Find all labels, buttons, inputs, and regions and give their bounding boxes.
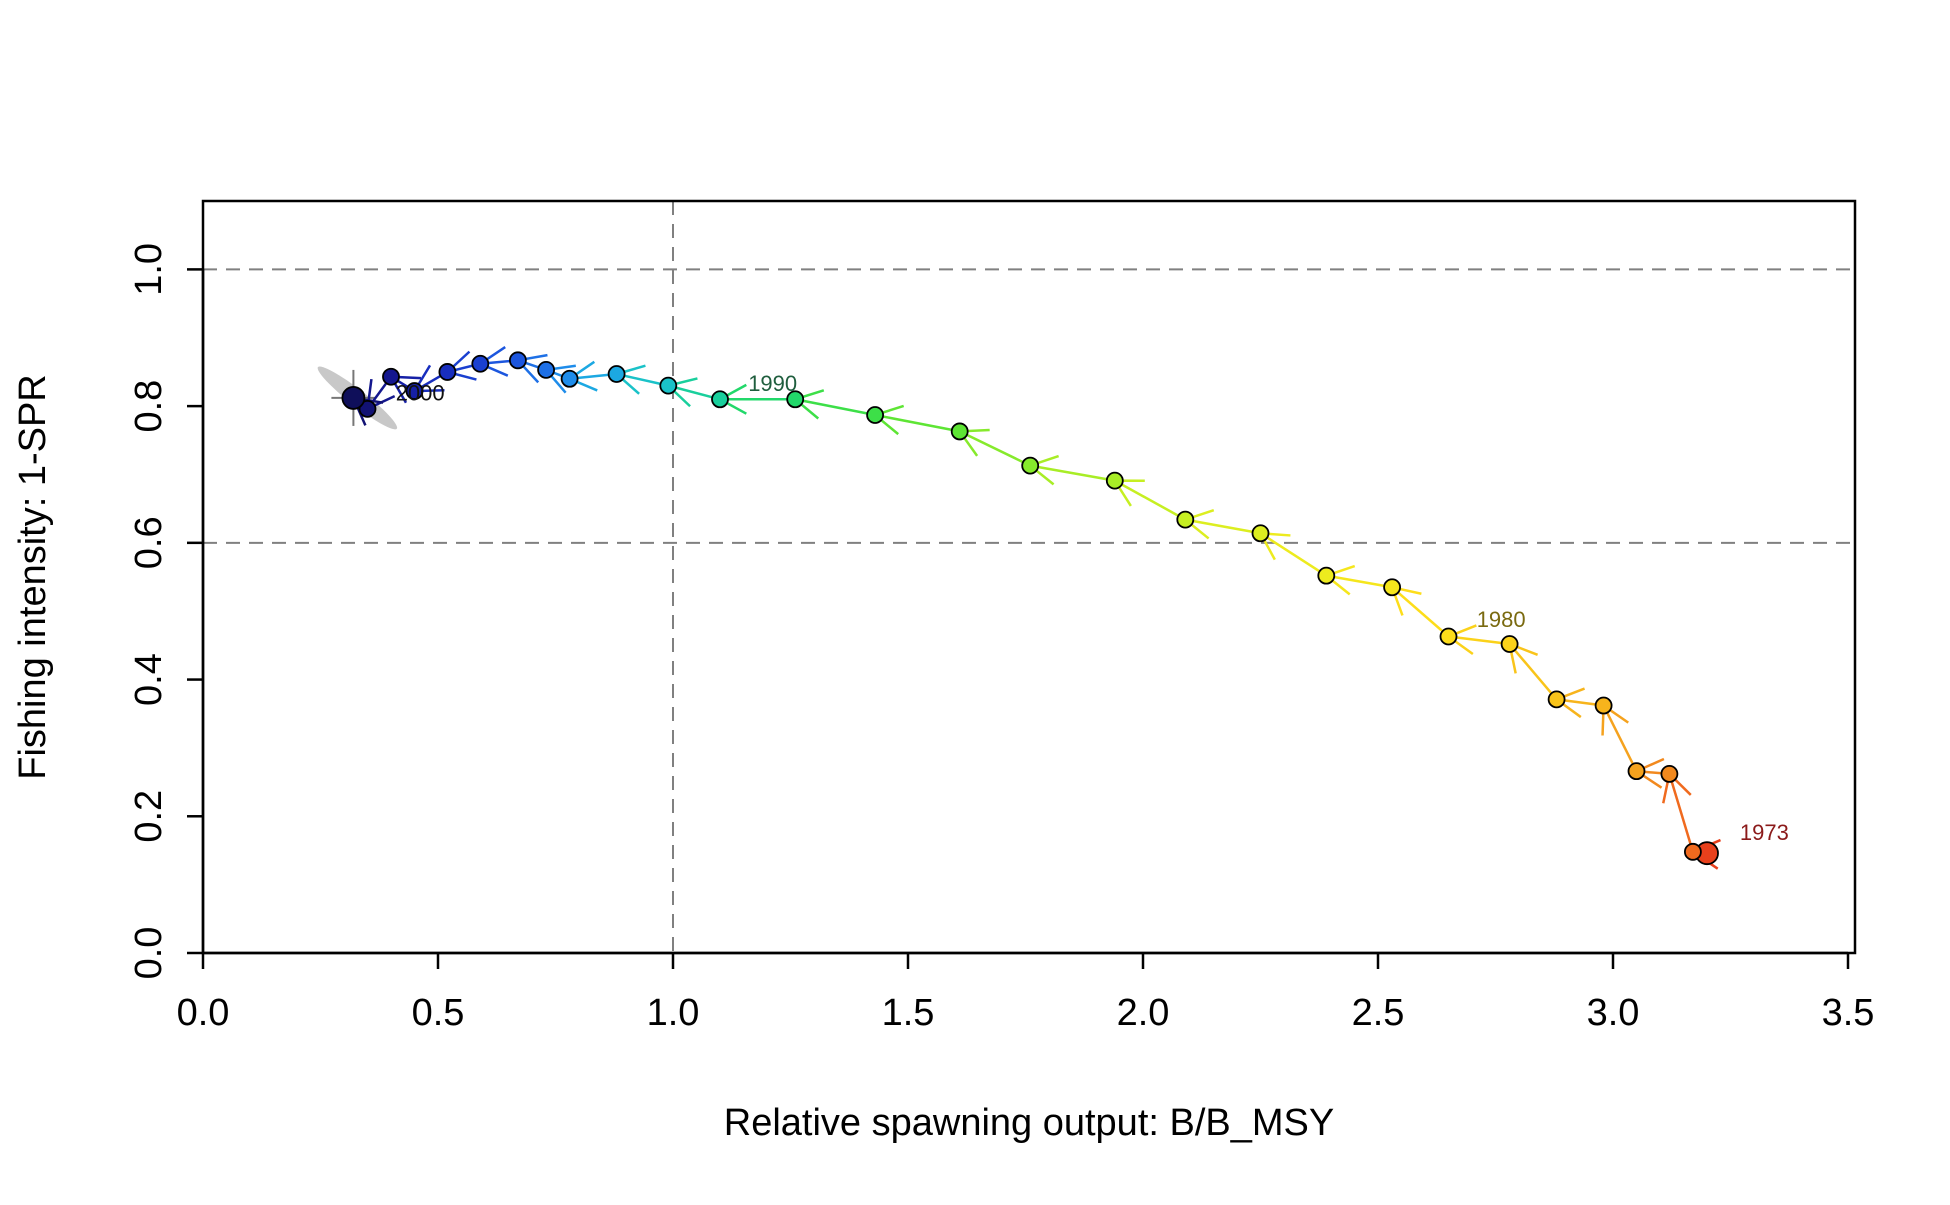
y-axis: 0.0 0.2 0.4 0.6 0.8 1.0 bbox=[128, 243, 205, 980]
trajectory-segment-1 bbox=[1668, 773, 1695, 853]
trajectory-segment-8 bbox=[1326, 574, 1393, 589]
trajectory-segment-6 bbox=[1448, 635, 1510, 646]
data-point-3 bbox=[1627, 762, 1646, 781]
y-axis-title: Fishing intensity: 1-SPR bbox=[12, 374, 54, 780]
data-point-19 bbox=[607, 365, 626, 383]
data-point-11 bbox=[1176, 510, 1195, 529]
y-tick-label-1: 0.2 bbox=[128, 790, 170, 843]
data-point-18 bbox=[659, 376, 678, 395]
data-point-2 bbox=[1660, 764, 1679, 783]
trajectory-segment-14 bbox=[874, 413, 960, 433]
data-point-7 bbox=[1439, 627, 1458, 646]
trajectory-segment-13 bbox=[959, 430, 1031, 467]
year-annotation-0: 1973 bbox=[1740, 820, 1789, 845]
x-tick-label-7: 3.5 bbox=[1822, 992, 1875, 1034]
x-axis-title: Relative spawning output: B/B_MSY bbox=[724, 1102, 1334, 1144]
x-axis: 0.0 0.5 1.0 1.5 2.0 2.5 3.0 3.5 bbox=[177, 951, 1875, 1034]
data-point-6 bbox=[1500, 635, 1519, 653]
data-point-22 bbox=[509, 351, 527, 370]
data-point-16 bbox=[786, 390, 805, 409]
y-tick-label-0: 0.0 bbox=[128, 927, 170, 980]
data-point-9 bbox=[1317, 566, 1336, 585]
trajectory-segment-7 bbox=[1391, 586, 1450, 638]
trajectory-segment-9 bbox=[1259, 532, 1327, 577]
trajectory-segment-12 bbox=[1029, 464, 1116, 482]
data-point-5 bbox=[1547, 690, 1566, 709]
data-point-8 bbox=[1383, 578, 1401, 597]
trajectory-segment-17 bbox=[667, 384, 721, 401]
trajectory-segment-3 bbox=[1602, 704, 1638, 772]
data-point-28 bbox=[341, 386, 366, 410]
data-point-20 bbox=[560, 369, 579, 388]
y-tick-label-2: 0.4 bbox=[128, 653, 170, 706]
data-point-1 bbox=[1684, 842, 1702, 861]
data-points bbox=[341, 351, 1719, 866]
data-point-15 bbox=[866, 406, 884, 424]
x-tick-label-5: 2.5 bbox=[1352, 992, 1405, 1034]
x-tick-label-4: 2.0 bbox=[1117, 992, 1170, 1034]
y-tick-label-4: 0.8 bbox=[128, 380, 170, 433]
x-tick-label-1: 0.5 bbox=[412, 992, 465, 1034]
data-point-24 bbox=[438, 363, 457, 381]
year-annotation-3: 2000 bbox=[396, 381, 445, 406]
data-point-14 bbox=[950, 422, 969, 441]
data-point-26 bbox=[382, 367, 400, 386]
trajectory-segment-11 bbox=[1114, 479, 1186, 521]
data-point-4 bbox=[1594, 696, 1613, 715]
x-tick-label-3: 1.5 bbox=[882, 992, 935, 1034]
data-point-10 bbox=[1251, 524, 1270, 543]
data-point-13 bbox=[1021, 456, 1040, 475]
data-point-21 bbox=[537, 360, 555, 379]
data-point-27 bbox=[358, 399, 377, 418]
trajectory-segment-5 bbox=[1508, 643, 1558, 701]
reference-lines bbox=[203, 201, 1855, 953]
data-point-23 bbox=[471, 354, 490, 373]
trajectory-segment-15 bbox=[794, 398, 876, 417]
y-tick-label-3: 0.6 bbox=[128, 516, 170, 569]
x-tick-label-0: 0.0 bbox=[177, 992, 230, 1034]
year-annotation-1: 1980 bbox=[1477, 607, 1526, 632]
data-point-17 bbox=[711, 390, 729, 409]
x-tick-label-6: 3.0 bbox=[1587, 992, 1640, 1034]
plot-frame bbox=[201, 199, 1857, 955]
year-annotation-2: 1990 bbox=[748, 371, 797, 396]
trajectory-segment-10 bbox=[1185, 518, 1261, 535]
year-annotations: 1973 1980 1990 2000 bbox=[396, 371, 1789, 845]
data-point-12 bbox=[1105, 471, 1124, 490]
x-tick-label-2: 1.0 bbox=[647, 992, 700, 1034]
y-tick-label-5: 1.0 bbox=[128, 243, 170, 296]
data-point-25 bbox=[405, 382, 424, 400]
